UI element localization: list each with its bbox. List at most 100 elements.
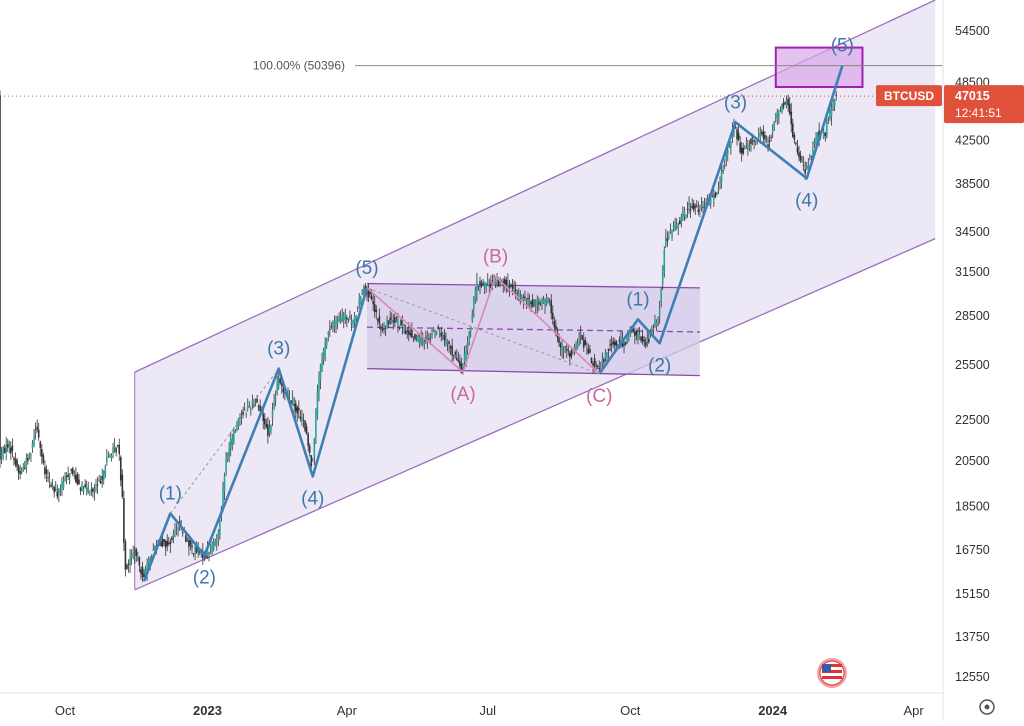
channel-lower-line[interactable] xyxy=(134,238,936,591)
wave-label: (1) xyxy=(159,483,182,504)
range-box-midline[interactable] xyxy=(366,326,700,333)
candle-body xyxy=(11,445,14,451)
candle-body xyxy=(434,334,436,336)
candle-body xyxy=(734,127,737,129)
last-price-tag[interactable] xyxy=(944,85,1024,124)
candle-body xyxy=(486,279,489,283)
candle-body xyxy=(141,566,144,577)
candle-body xyxy=(404,330,407,335)
candle-body xyxy=(62,481,65,489)
candle-body xyxy=(716,192,718,194)
candle-body xyxy=(784,102,786,105)
candle-body xyxy=(668,237,670,239)
candle-body xyxy=(140,569,142,574)
candle-body xyxy=(132,552,134,555)
candle-body xyxy=(242,411,244,416)
candle-body xyxy=(167,542,170,544)
candle-body xyxy=(773,121,776,130)
candle-body xyxy=(722,170,724,172)
candle-body xyxy=(818,130,820,139)
candle-body xyxy=(92,488,94,492)
candle-body xyxy=(349,316,351,318)
candle-body xyxy=(356,308,359,310)
candle-body xyxy=(665,237,667,246)
range-box-bottom[interactable] xyxy=(366,367,700,377)
candle-body xyxy=(564,346,566,348)
candle-body xyxy=(660,289,662,302)
candle-body xyxy=(198,550,201,553)
candle-body xyxy=(538,302,540,305)
candle-body xyxy=(267,424,269,436)
candle-body xyxy=(192,553,195,555)
candle-body xyxy=(51,486,54,488)
candle-body xyxy=(593,358,596,366)
candle-body xyxy=(367,289,370,298)
candle-body xyxy=(335,322,337,325)
candle-body xyxy=(3,447,6,454)
candle-body xyxy=(172,532,175,538)
candle-body xyxy=(599,367,602,370)
us-flag-icon[interactable] xyxy=(817,658,847,688)
candle-body xyxy=(533,300,536,305)
candle-body xyxy=(511,284,514,289)
candle-body xyxy=(394,317,396,323)
candle-body xyxy=(398,325,401,327)
candle-body xyxy=(39,441,42,448)
impulse-wave-line-2[interactable] xyxy=(598,65,844,375)
correction-wave-line[interactable] xyxy=(366,275,600,375)
candle-body xyxy=(53,487,55,493)
candle-body xyxy=(551,312,554,320)
candle-body xyxy=(54,489,57,491)
candle-body xyxy=(372,301,374,305)
candle-body xyxy=(714,192,717,198)
wave-label: (A) xyxy=(450,384,475,405)
wave-label: (3) xyxy=(267,339,290,360)
candle-body xyxy=(582,339,585,348)
wave-label: (4) xyxy=(795,190,818,211)
wave-label: (4) xyxy=(301,488,324,509)
candle-body xyxy=(23,467,26,469)
candle-body xyxy=(89,492,91,494)
range-box-top[interactable] xyxy=(366,282,700,289)
candle-body xyxy=(804,169,806,174)
candle-body xyxy=(407,330,410,335)
y-tick-label: 13750 xyxy=(955,630,990,644)
symbol-tag[interactable] xyxy=(876,85,942,107)
candle-body xyxy=(8,441,11,447)
settings-icon[interactable] xyxy=(979,699,995,715)
candle-body xyxy=(336,317,339,324)
candle-body xyxy=(754,140,757,143)
candle-body xyxy=(324,342,326,356)
candle-body xyxy=(671,230,673,237)
candle-body xyxy=(598,367,601,370)
candle-body xyxy=(581,335,584,340)
candle-body xyxy=(174,530,176,532)
candle-body xyxy=(346,317,348,320)
candle-body xyxy=(703,206,706,208)
candle-body xyxy=(44,467,46,475)
candle-body xyxy=(496,281,498,283)
candle-body xyxy=(717,188,720,191)
candle-body xyxy=(319,364,322,381)
candle-body xyxy=(584,340,587,345)
target-zone[interactable] xyxy=(774,46,864,88)
candle-body xyxy=(256,398,258,403)
impulse-wave-line-1[interactable] xyxy=(142,287,369,582)
candle-body xyxy=(595,365,597,367)
candle-body xyxy=(110,456,113,459)
wave-label: (3) xyxy=(724,92,747,113)
candle-body xyxy=(674,222,676,231)
candle-body xyxy=(76,474,79,485)
candle-body xyxy=(728,145,731,147)
candle-body xyxy=(555,325,557,331)
candle-body xyxy=(510,284,512,287)
candle-body xyxy=(288,394,291,396)
candle-body xyxy=(333,320,336,328)
candle-body xyxy=(471,314,474,321)
candle-body xyxy=(765,139,768,142)
candle-body xyxy=(469,325,472,331)
candle-body xyxy=(657,318,659,320)
candle-body xyxy=(47,477,49,479)
